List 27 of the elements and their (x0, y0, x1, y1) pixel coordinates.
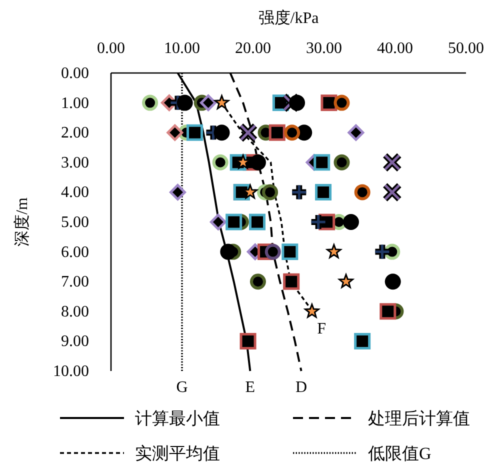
legend-label: 计算最小值 (135, 409, 220, 428)
x-tick-label: 10.00 (164, 40, 200, 57)
x-tick-label: 0.00 (97, 40, 125, 57)
x-tick-label: 20.00 (235, 40, 271, 57)
y-tick-label: 0.00 (61, 65, 89, 82)
y-tick-label: 8.00 (61, 303, 89, 320)
annotation: F (317, 320, 326, 338)
x-tick-label: 40.00 (377, 40, 413, 57)
x-tick-label: 30.00 (306, 40, 342, 57)
annotation: D (296, 379, 308, 396)
legend-label: 处理后计算值 (368, 409, 470, 428)
y-tick-label: 9.00 (61, 333, 89, 350)
y-tick-label: 10.00 (53, 363, 89, 380)
y-tick-label: 3.00 (61, 154, 89, 172)
y-axis-title: 深度/m (13, 197, 31, 246)
y-tick-label: 1.00 (61, 94, 89, 112)
annotation: E (245, 379, 256, 396)
text: G (176, 379, 188, 396)
y-tick-label: 4.00 (61, 184, 89, 202)
y-tick-label: 6.00 (61, 244, 89, 261)
y-tick-label: 2.00 (61, 124, 89, 142)
x-tick-label: 50.00 (448, 40, 484, 57)
y-tick-label: 5.00 (61, 214, 89, 231)
legend-label: 实测平均值 (135, 444, 220, 463)
legend-label: 低限值G (368, 444, 432, 463)
x-axis-title: 强度/kPa (258, 9, 319, 27)
y-tick-label: 7.00 (61, 274, 89, 291)
